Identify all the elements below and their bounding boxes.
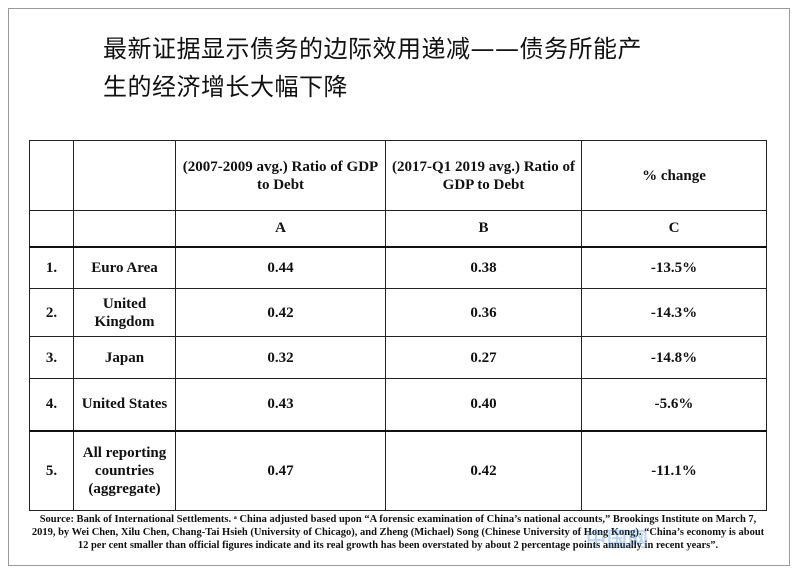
table-row: 5. All reporting countries (aggregate) 0…: [29, 429, 767, 511]
row-value-b: 0.40: [385, 378, 582, 431]
row-value-a: 0.44: [175, 246, 386, 289]
letter-b: B: [385, 210, 582, 248]
letter-row: A B C: [29, 210, 767, 248]
row-number: 1.: [29, 246, 74, 289]
row-value-a: 0.42: [175, 288, 386, 337]
row-country: United States: [73, 378, 176, 431]
row-value-b: 0.38: [385, 246, 582, 289]
row-number: 3.: [29, 336, 74, 379]
letter-c: C: [581, 210, 767, 248]
row-number: 5.: [29, 429, 74, 511]
row-country: United Kingdom: [73, 288, 176, 337]
row-value-c: -13.5%: [581, 246, 767, 289]
letter-a: A: [175, 210, 386, 248]
title-line-1: 最新证据显示债务的边际效用递减——债务所能产: [103, 35, 642, 63]
row-number: 2.: [29, 288, 74, 337]
letter-blank-country: [73, 210, 176, 248]
row-value-c: -11.1%: [581, 429, 767, 511]
header-row: (2007-2009 avg.) Ratio of GDP to Debt (2…: [29, 140, 767, 211]
watermark-logo: 中国网: [586, 529, 649, 551]
header-blank-num: [29, 140, 74, 211]
row-value-a: 0.32: [175, 336, 386, 379]
row-value-b: 0.36: [385, 288, 582, 337]
header-col-b: (2017-Q1 2019 avg.) Ratio of GDP to Debt: [385, 140, 582, 211]
row-country: Japan: [73, 336, 176, 379]
page-title: 最新证据显示债务的边际效用递减——债务所能产 生的经济增长大幅下降: [103, 30, 723, 106]
table-row: 1. Euro Area 0.44 0.38 -13.5%: [29, 246, 767, 289]
header-blank-country: [73, 140, 176, 211]
gdp-debt-table: (2007-2009 avg.) Ratio of GDP to Debt (2…: [29, 140, 767, 511]
row-value-c: -5.6%: [581, 378, 767, 431]
title-line-2: 生的经济增长大幅下降: [103, 73, 348, 101]
row-value-c: -14.8%: [581, 336, 767, 379]
source-note: Source: Bank of International Settlement…: [31, 514, 765, 551]
table-row: 2. United Kingdom 0.42 0.36 -14.3%: [29, 288, 767, 337]
row-value-a: 0.47: [175, 429, 386, 511]
row-value-b: 0.27: [385, 336, 582, 379]
row-value-c: -14.3%: [581, 288, 767, 337]
header-col-a: (2007-2009 avg.) Ratio of GDP to Debt: [175, 140, 386, 211]
letter-blank-num: [29, 210, 74, 248]
table-row: 3. Japan 0.32 0.27 -14.8%: [29, 336, 767, 379]
row-country: All reporting countries (aggregate): [73, 429, 176, 511]
header-col-c: % change: [581, 140, 767, 211]
row-number: 4.: [29, 378, 74, 431]
row-value-b: 0.42: [385, 429, 582, 511]
table-row: 4. United States 0.43 0.40 -5.6%: [29, 378, 767, 431]
row-value-a: 0.43: [175, 378, 386, 431]
row-country: Euro Area: [73, 246, 176, 289]
